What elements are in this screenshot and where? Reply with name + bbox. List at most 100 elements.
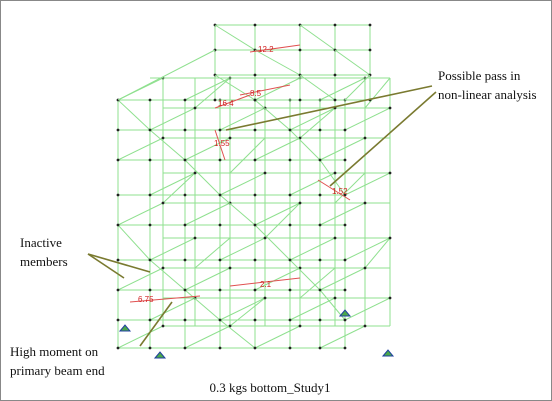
node <box>264 172 267 175</box>
node <box>149 99 152 102</box>
node <box>299 49 302 52</box>
node <box>389 237 392 240</box>
node <box>319 224 322 227</box>
node <box>334 297 337 300</box>
node <box>264 237 267 240</box>
node <box>344 129 347 132</box>
node <box>254 319 257 322</box>
node <box>254 129 257 132</box>
node <box>184 224 187 227</box>
node <box>117 347 120 350</box>
node <box>344 289 347 292</box>
node <box>344 259 347 262</box>
node <box>194 237 197 240</box>
frame <box>1 1 552 401</box>
node <box>364 137 367 140</box>
node <box>319 159 322 162</box>
node <box>184 259 187 262</box>
member-label: 1.55 <box>214 139 230 148</box>
node <box>149 347 152 350</box>
node <box>364 267 367 270</box>
node <box>299 99 302 102</box>
node <box>149 259 152 262</box>
node <box>264 297 267 300</box>
node <box>289 259 292 262</box>
node <box>334 237 337 240</box>
node <box>219 194 222 197</box>
node <box>117 259 120 262</box>
member-label: 6.75 <box>138 295 154 304</box>
node <box>289 347 292 350</box>
node <box>219 129 222 132</box>
member-label: 16.4 <box>218 99 234 108</box>
node <box>219 289 222 292</box>
node <box>369 24 372 27</box>
node <box>334 99 337 102</box>
annotation: High moment on <box>10 344 99 359</box>
node <box>289 319 292 322</box>
node <box>289 289 292 292</box>
node <box>214 99 217 102</box>
node <box>162 137 165 140</box>
caption: 0.3 kgs bottom_Study1 <box>210 380 331 395</box>
node <box>117 224 120 227</box>
node <box>254 347 257 350</box>
node <box>319 289 322 292</box>
node <box>319 129 322 132</box>
node <box>149 289 152 292</box>
node <box>117 159 120 162</box>
node <box>289 129 292 132</box>
annotation: Possible pass in <box>438 68 521 83</box>
annotation: primary beam end <box>10 363 105 378</box>
node <box>184 159 187 162</box>
node <box>334 172 337 175</box>
node <box>184 129 187 132</box>
node <box>149 159 152 162</box>
node <box>254 74 257 77</box>
node <box>364 325 367 328</box>
annotation: Inactive <box>20 235 62 250</box>
node <box>334 74 337 77</box>
annotation: non-linear analysis <box>438 87 537 102</box>
node <box>184 289 187 292</box>
node <box>254 99 257 102</box>
node <box>219 347 222 350</box>
node <box>254 224 257 227</box>
node <box>254 159 257 162</box>
node <box>254 289 257 292</box>
node <box>149 194 152 197</box>
node <box>344 224 347 227</box>
node <box>184 347 187 350</box>
node <box>194 172 197 175</box>
node <box>289 159 292 162</box>
node <box>299 202 302 205</box>
member-label: 8.5 <box>250 89 262 98</box>
node <box>389 172 392 175</box>
node <box>319 319 322 322</box>
node <box>319 259 322 262</box>
node <box>162 202 165 205</box>
node <box>117 129 120 132</box>
figure: 12.2 8.5 16.4 1.55 1.52 2.1 6.75 Possibl… <box>0 0 552 401</box>
node <box>219 319 222 322</box>
node <box>254 194 257 197</box>
node <box>149 129 152 132</box>
node <box>219 259 222 262</box>
node <box>117 289 120 292</box>
node <box>364 202 367 205</box>
node <box>117 319 120 322</box>
member-label: 2.1 <box>260 280 272 289</box>
member-label: 1.52 <box>332 187 348 196</box>
node <box>389 107 392 110</box>
node <box>299 325 302 328</box>
node <box>344 319 347 322</box>
node <box>369 49 372 52</box>
node <box>117 194 120 197</box>
node <box>254 24 257 27</box>
node <box>162 325 165 328</box>
node <box>289 194 292 197</box>
node <box>184 194 187 197</box>
node <box>389 297 392 300</box>
annotation: members <box>20 254 68 269</box>
node <box>319 194 322 197</box>
